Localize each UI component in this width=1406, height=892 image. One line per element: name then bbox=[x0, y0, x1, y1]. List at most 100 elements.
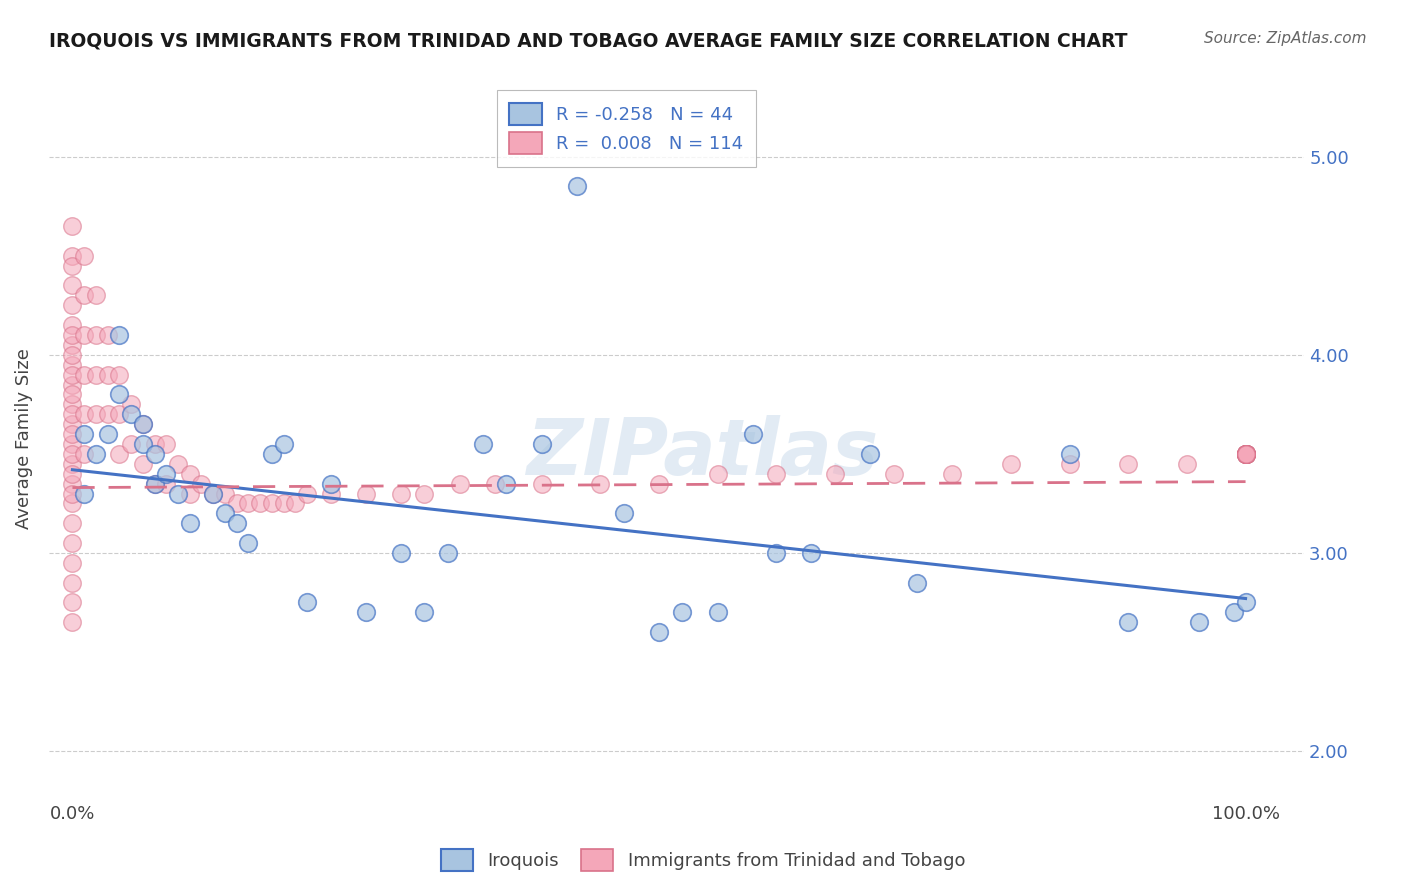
Point bbox=[97, 407, 120, 421]
Point bbox=[97, 368, 120, 382]
Point bbox=[62, 595, 84, 609]
Point bbox=[179, 486, 201, 500]
Point bbox=[62, 368, 84, 382]
Point bbox=[1234, 447, 1257, 461]
Point bbox=[84, 288, 107, 302]
Point bbox=[73, 249, 96, 263]
Point bbox=[214, 506, 236, 520]
Point bbox=[62, 536, 84, 550]
Point bbox=[1234, 447, 1257, 461]
Point bbox=[202, 486, 225, 500]
Point bbox=[73, 447, 96, 461]
Point bbox=[84, 328, 107, 343]
Point bbox=[155, 437, 177, 451]
Point bbox=[73, 288, 96, 302]
Point bbox=[1234, 447, 1257, 461]
Y-axis label: Average Family Size: Average Family Size bbox=[15, 349, 32, 530]
Point bbox=[413, 486, 436, 500]
Point bbox=[1234, 447, 1257, 461]
Point bbox=[706, 606, 728, 620]
Point bbox=[108, 387, 131, 401]
Point bbox=[1223, 606, 1246, 620]
Point bbox=[84, 407, 107, 421]
Point bbox=[1234, 447, 1257, 461]
Point bbox=[62, 298, 84, 312]
Point bbox=[62, 516, 84, 531]
Point bbox=[143, 447, 166, 461]
Point bbox=[905, 575, 928, 590]
Point bbox=[62, 259, 84, 273]
Point bbox=[238, 496, 260, 510]
Point bbox=[120, 397, 142, 411]
Point bbox=[62, 348, 84, 362]
Point bbox=[167, 457, 190, 471]
Point bbox=[1234, 447, 1257, 461]
Point bbox=[1234, 447, 1257, 461]
Point bbox=[179, 516, 201, 531]
Legend: R = -0.258   N = 44, R =  0.008   N = 114: R = -0.258 N = 44, R = 0.008 N = 114 bbox=[496, 90, 756, 167]
Point bbox=[1234, 447, 1257, 461]
Point bbox=[1234, 447, 1257, 461]
Point bbox=[108, 447, 131, 461]
Point bbox=[565, 179, 588, 194]
Point bbox=[73, 407, 96, 421]
Point bbox=[319, 476, 342, 491]
Point bbox=[800, 546, 823, 560]
Point bbox=[260, 496, 283, 510]
Point bbox=[62, 467, 84, 481]
Point bbox=[62, 407, 84, 421]
Point bbox=[62, 556, 84, 570]
Point bbox=[108, 328, 131, 343]
Point bbox=[1116, 615, 1139, 630]
Point bbox=[1234, 447, 1257, 461]
Point bbox=[1234, 447, 1257, 461]
Point bbox=[97, 427, 120, 442]
Point bbox=[62, 615, 84, 630]
Point bbox=[120, 407, 142, 421]
Point bbox=[495, 476, 517, 491]
Point bbox=[62, 575, 84, 590]
Point bbox=[62, 387, 84, 401]
Point bbox=[273, 496, 295, 510]
Point bbox=[62, 249, 84, 263]
Point bbox=[354, 606, 377, 620]
Point bbox=[155, 467, 177, 481]
Point bbox=[648, 625, 671, 640]
Point bbox=[73, 368, 96, 382]
Point bbox=[62, 437, 84, 451]
Point bbox=[62, 278, 84, 293]
Point bbox=[354, 486, 377, 500]
Point bbox=[214, 486, 236, 500]
Point bbox=[1234, 447, 1257, 461]
Point bbox=[1234, 447, 1257, 461]
Point bbox=[484, 476, 506, 491]
Point bbox=[190, 476, 212, 491]
Point bbox=[530, 437, 553, 451]
Point bbox=[1234, 447, 1257, 461]
Point bbox=[260, 447, 283, 461]
Point bbox=[108, 368, 131, 382]
Point bbox=[62, 447, 84, 461]
Point bbox=[648, 476, 671, 491]
Point bbox=[389, 546, 412, 560]
Point bbox=[167, 486, 190, 500]
Point bbox=[132, 457, 155, 471]
Point bbox=[120, 437, 142, 451]
Point bbox=[62, 328, 84, 343]
Point bbox=[741, 427, 763, 442]
Point bbox=[883, 467, 905, 481]
Point bbox=[319, 486, 342, 500]
Point bbox=[62, 318, 84, 332]
Point bbox=[1059, 447, 1081, 461]
Point bbox=[472, 437, 495, 451]
Point bbox=[437, 546, 460, 560]
Point bbox=[1234, 447, 1257, 461]
Point bbox=[62, 417, 84, 432]
Point bbox=[84, 368, 107, 382]
Point bbox=[1188, 615, 1211, 630]
Point bbox=[143, 476, 166, 491]
Point bbox=[1234, 447, 1257, 461]
Point bbox=[284, 496, 307, 510]
Point bbox=[706, 467, 728, 481]
Point bbox=[62, 338, 84, 352]
